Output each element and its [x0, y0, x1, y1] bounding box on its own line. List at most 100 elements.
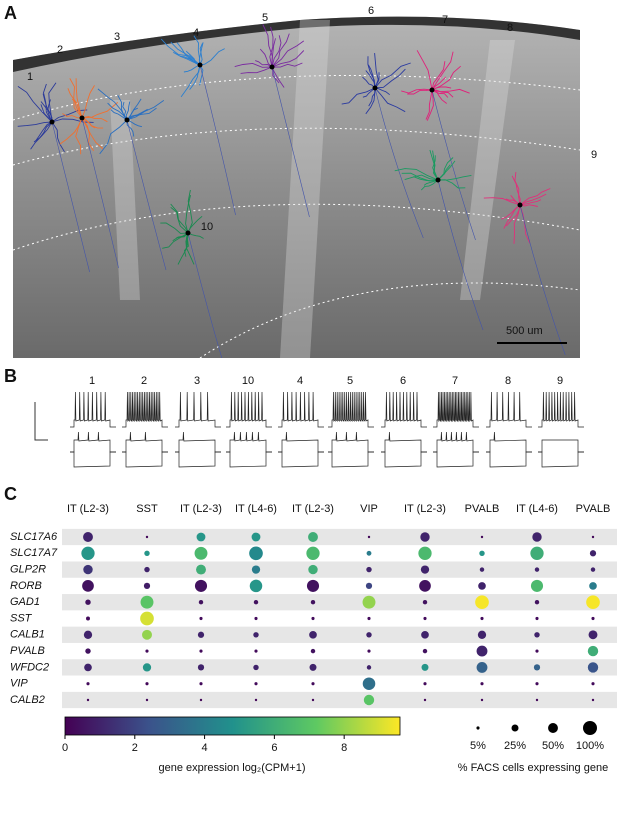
dendrite: [407, 89, 433, 95]
cell-label: 1: [89, 375, 95, 387]
dot: [85, 599, 91, 605]
dot: [479, 550, 485, 557]
dendrite: [81, 116, 108, 123]
cell-label: 10: [201, 221, 213, 233]
axon: [271, 66, 310, 218]
dendrite: [125, 101, 131, 121]
dendrite: [43, 83, 53, 123]
soma: [429, 87, 435, 93]
dot: [86, 698, 90, 702]
column-label: IT (L4-6): [235, 503, 277, 515]
dendrite: [97, 88, 128, 121]
dot: [423, 682, 427, 686]
dot: [254, 649, 258, 653]
dendrite: [160, 222, 189, 234]
dot: [198, 599, 204, 605]
dendrite: [425, 89, 433, 120]
size-label: 5%: [470, 740, 486, 752]
dendrite: [184, 232, 189, 257]
cell-label: 4: [193, 27, 199, 39]
dendrite: [69, 78, 83, 119]
trace: [175, 431, 221, 453]
gene-label: VIP: [10, 678, 28, 690]
dendrite: [271, 62, 303, 68]
trace: [538, 391, 584, 428]
trace: [226, 431, 272, 453]
cell-label: 1: [27, 71, 33, 83]
dot: [254, 616, 258, 621]
dot: [196, 532, 206, 542]
cell-label: 3: [114, 31, 120, 43]
dot: [253, 632, 259, 638]
cell-label: 10: [242, 375, 254, 387]
dendrite: [199, 43, 203, 66]
dot: [311, 698, 315, 702]
dot: [306, 546, 320, 560]
cell-label: 8: [507, 22, 513, 34]
dot: [194, 546, 208, 560]
dendrite: [47, 99, 53, 123]
dendrite: [271, 66, 285, 88]
dot: [145, 682, 149, 686]
dendrite: [519, 204, 538, 207]
row-band: [62, 691, 617, 709]
panel-label: C: [4, 484, 17, 504]
trace: [381, 451, 427, 468]
trace: [175, 451, 221, 468]
dendrite: [394, 168, 439, 181]
dendrite: [483, 197, 521, 206]
dot: [197, 664, 205, 671]
dot: [362, 595, 376, 609]
dendrite: [240, 66, 273, 74]
dot: [478, 582, 486, 590]
dot: [476, 645, 488, 657]
soma: [185, 230, 191, 236]
dot: [367, 616, 371, 621]
dot: [587, 645, 599, 657]
dendrite: [416, 50, 433, 91]
dot: [535, 682, 539, 686]
dendrite: [187, 232, 204, 239]
size-label: 100%: [576, 740, 604, 752]
dot: [535, 616, 539, 621]
dot: [534, 632, 540, 638]
dot: [142, 629, 152, 640]
dot: [311, 616, 315, 621]
cell-label: 5: [347, 375, 353, 387]
dot: [532, 532, 542, 542]
dot: [367, 649, 371, 653]
dot: [197, 631, 205, 638]
dendrite: [404, 174, 439, 181]
dendrite: [431, 51, 454, 91]
dot: [588, 630, 598, 640]
panel-label: A: [4, 3, 17, 23]
dendrite: [110, 109, 128, 121]
cell-label: 6: [368, 5, 374, 17]
dendrite: [374, 53, 379, 89]
cell-label: 3: [194, 375, 200, 387]
dendrite: [126, 119, 135, 137]
dendrite: [271, 50, 305, 68]
dendrite: [255, 60, 273, 68]
dendrite: [271, 35, 282, 68]
dot: [310, 648, 316, 654]
dendrite: [17, 86, 53, 123]
dendrite: [170, 203, 189, 234]
trace: [328, 451, 374, 468]
dendrite: [269, 26, 274, 68]
size-key: [583, 721, 597, 735]
dot: [591, 682, 595, 686]
size-key: [511, 724, 519, 732]
dendrite: [51, 121, 65, 153]
gene-label: RORB: [10, 580, 42, 592]
dot: [253, 664, 259, 671]
gene-label: GAD1: [10, 596, 40, 608]
dendrite: [234, 62, 273, 68]
soma: [517, 202, 523, 208]
dendrite: [81, 117, 104, 150]
column-label: IT (L4-6): [516, 503, 558, 515]
trace: [486, 391, 532, 428]
soma: [197, 62, 203, 68]
size-key: [476, 726, 480, 730]
trace: [70, 431, 116, 453]
